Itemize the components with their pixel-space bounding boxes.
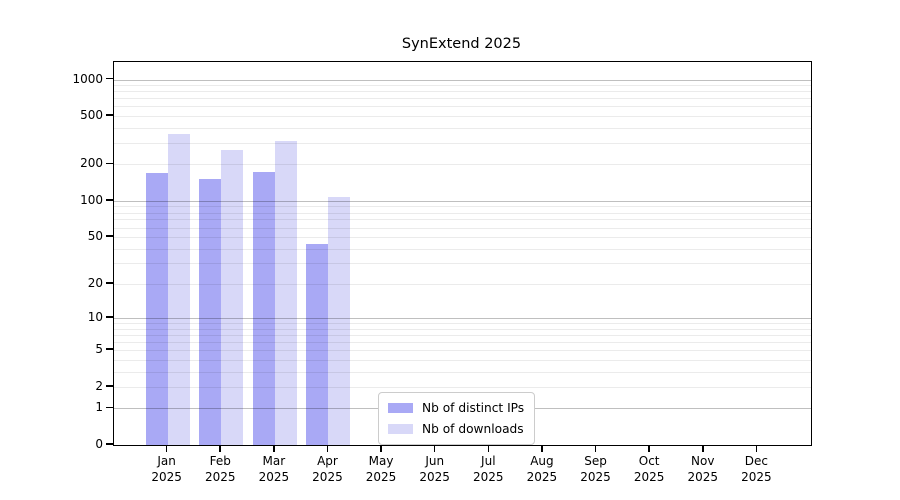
x-tick-label-sep: Sep 2025	[580, 454, 611, 484]
bar-feb-distinct-ips	[199, 178, 222, 445]
bar-mar-distinct-ips	[252, 172, 275, 445]
gridline-minor-600	[114, 106, 811, 108]
x-tick-feb	[219, 445, 221, 452]
legend-item-distinct-ips: Nb of distinct IPs	[388, 399, 524, 417]
y-tick-0	[106, 443, 113, 445]
plot-area	[113, 61, 812, 446]
legend-item-downloads: Nb of downloads	[388, 420, 524, 438]
gridline-minor-300	[114, 143, 811, 145]
x-tick-label-jan: Jan 2025	[151, 454, 182, 484]
gridline-minor-60	[114, 227, 811, 229]
y-tick-label-50: 50	[87, 228, 103, 243]
x-tick-label-apr: Apr 2025	[312, 454, 343, 484]
x-tick-label-dec: Dec 2025	[741, 454, 772, 484]
x-tick-jun	[433, 445, 436, 452]
x-tick-jan	[165, 445, 168, 452]
x-tick-dec	[755, 445, 758, 452]
bar-apr-downloads	[328, 196, 351, 445]
y-tick-label-500: 500	[80, 108, 103, 123]
y-tick-100	[106, 199, 113, 201]
distinct-ips-swatch	[388, 403, 413, 413]
gridline-minor-3	[114, 371, 811, 373]
x-tick-label-oct: Oct 2025	[633, 454, 665, 484]
x-tick-aug	[541, 445, 543, 452]
bar-jan-downloads	[167, 133, 190, 445]
y-tick-1000	[106, 77, 113, 80]
gridline-minor-8	[114, 328, 811, 330]
gridlines-layer	[114, 62, 811, 445]
x-tick-sep	[594, 445, 597, 452]
bar-jan-distinct-ips	[145, 173, 168, 445]
y-tick-label-0: 0	[95, 437, 103, 451]
gridline-minor-40	[114, 248, 811, 250]
gridline-minor-6	[114, 342, 811, 344]
bar-feb-downloads	[221, 149, 244, 445]
y-tick-label-200: 200	[80, 156, 103, 171]
gridline-minor-700	[114, 98, 811, 100]
y-tick-200	[106, 162, 113, 165]
gridline-minor-4	[114, 359, 811, 361]
y-tick-2	[106, 385, 113, 387]
x-tick-label-jun: Jun 2025	[419, 454, 450, 484]
x-tick-apr	[326, 445, 329, 452]
legend-label-distinct-ips: Nb of distinct IPs	[422, 401, 525, 415]
gridline-minor-7	[114, 334, 811, 336]
y-tick-1	[106, 406, 113, 409]
gridline-minor-30	[114, 263, 811, 265]
gridline-minor-5	[114, 350, 811, 352]
bar-apr-distinct-ips	[306, 243, 329, 445]
y-tick-label-2: 2	[95, 378, 103, 393]
y-tick-label-1000: 1000	[72, 71, 103, 86]
y-tick-label-100: 100	[80, 192, 103, 207]
y-tick-50	[106, 235, 113, 237]
gridline-minor-800	[114, 91, 811, 93]
gridline-minor-50	[114, 236, 811, 238]
gridline-minor-70	[114, 219, 811, 221]
bars-layer	[114, 62, 811, 445]
gridline-minor-20	[114, 283, 811, 285]
gridline-minor-80	[114, 212, 811, 214]
x-tick-nov	[702, 445, 704, 452]
y-tick-label-10: 10	[87, 310, 103, 325]
gridline-major-100	[114, 200, 811, 202]
gridline-minor-2	[114, 386, 811, 388]
gridline-minor-500	[114, 116, 811, 118]
gridline-minor-400	[114, 127, 811, 129]
gridline-major-10	[114, 318, 811, 320]
x-tick-label-feb: Feb 2025	[204, 454, 236, 484]
y-tick-10	[106, 316, 113, 318]
gridline-minor-9	[114, 323, 811, 325]
downloads-swatch	[388, 424, 413, 434]
y-tick-20	[106, 282, 113, 284]
bar-mar-downloads	[274, 141, 297, 445]
x-tick-label-nov: Nov 2025	[687, 454, 719, 484]
y-tick-5	[106, 348, 113, 350]
y-tick-label-5: 5	[95, 342, 103, 357]
x-tick-label-aug: Aug 2025	[526, 454, 558, 484]
chart-title: SynExtend 2025	[401, 36, 522, 52]
x-tick-mar	[273, 445, 275, 452]
x-tick-label-jul: Jul 2025	[473, 454, 504, 484]
y-tick-label-1: 1	[95, 400, 103, 415]
x-tick-oct	[648, 445, 650, 452]
gridline-minor-90	[114, 206, 811, 208]
y-tick-500	[106, 114, 113, 116]
gridline-minor-200	[114, 164, 811, 166]
legend-label-downloads: Nb of downloads	[422, 422, 524, 436]
x-tick-label-may: May 2025	[365, 454, 397, 484]
x-tick-jul	[487, 445, 490, 452]
gridline-minor-900	[114, 85, 811, 87]
legend: Nb of distinct IPs Nb of downloads	[378, 392, 536, 445]
gridline-major-1000	[114, 79, 811, 81]
x-tick-may	[380, 445, 382, 452]
y-tick-label-20: 20	[87, 275, 103, 290]
x-tick-label-mar: Mar 2025	[258, 454, 290, 484]
